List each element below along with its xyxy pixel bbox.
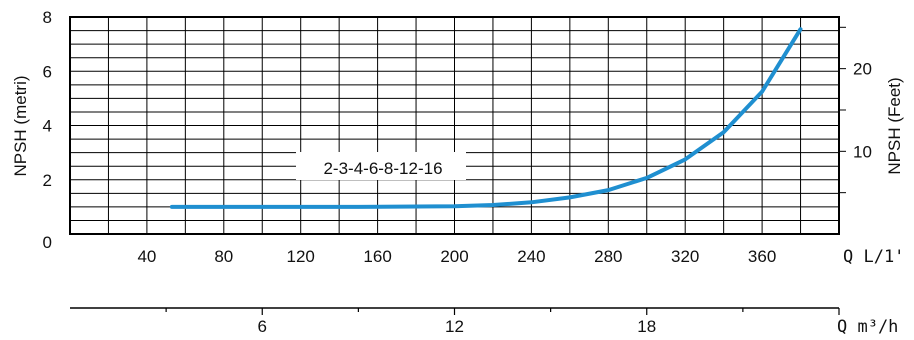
x-axis-primary: 40 80 120 160 200 240 280 320 360: [137, 247, 776, 266]
annotation: 2-3-4-6-8-12-16: [296, 152, 466, 180]
x-axis-primary-title: Q L/1': [843, 247, 904, 267]
left-axis: 0 2 4 6 8: [43, 8, 52, 252]
x2-tick-label: 12: [445, 317, 464, 336]
x2-tick-label: 6: [258, 317, 267, 336]
left-tick-label: 6: [43, 62, 52, 81]
x-axis-secondary-title: Q m³/h: [837, 317, 898, 337]
x-axis-secondary: 6 12 18: [70, 307, 840, 336]
x-tick-label: 80: [214, 247, 233, 266]
left-tick-label: 2: [43, 171, 52, 190]
right-axis: 10 20: [839, 26, 872, 194]
x-tick-label: 280: [594, 247, 622, 266]
right-tick-label: 10: [853, 142, 872, 161]
x-tick-label: 320: [671, 247, 699, 266]
plot-frame: [69, 16, 840, 235]
left-tick-label: 8: [43, 8, 52, 27]
left-tick-label: 4: [43, 117, 52, 136]
x-tick-label: 240: [517, 247, 545, 266]
x-tick-label: 120: [287, 247, 315, 266]
left-axis-title: NPSH (metri): [11, 75, 30, 176]
series-line: [169, 27, 803, 209]
x-tick-label: 360: [748, 247, 776, 266]
x-tick-label: 200: [440, 247, 468, 266]
npsh-curve: [169, 27, 803, 209]
x-tick-label: 160: [363, 247, 391, 266]
pump-models-label: 2-3-4-6-8-12-16: [323, 159, 442, 178]
right-axis-title: NPSH (Feet): [885, 77, 904, 174]
x-tick-label: 40: [137, 247, 156, 266]
left-tick-label: 0: [43, 233, 52, 252]
right-tick-label: 20: [853, 60, 872, 79]
x2-tick-label: 18: [637, 317, 656, 336]
grid: [70, 17, 839, 234]
